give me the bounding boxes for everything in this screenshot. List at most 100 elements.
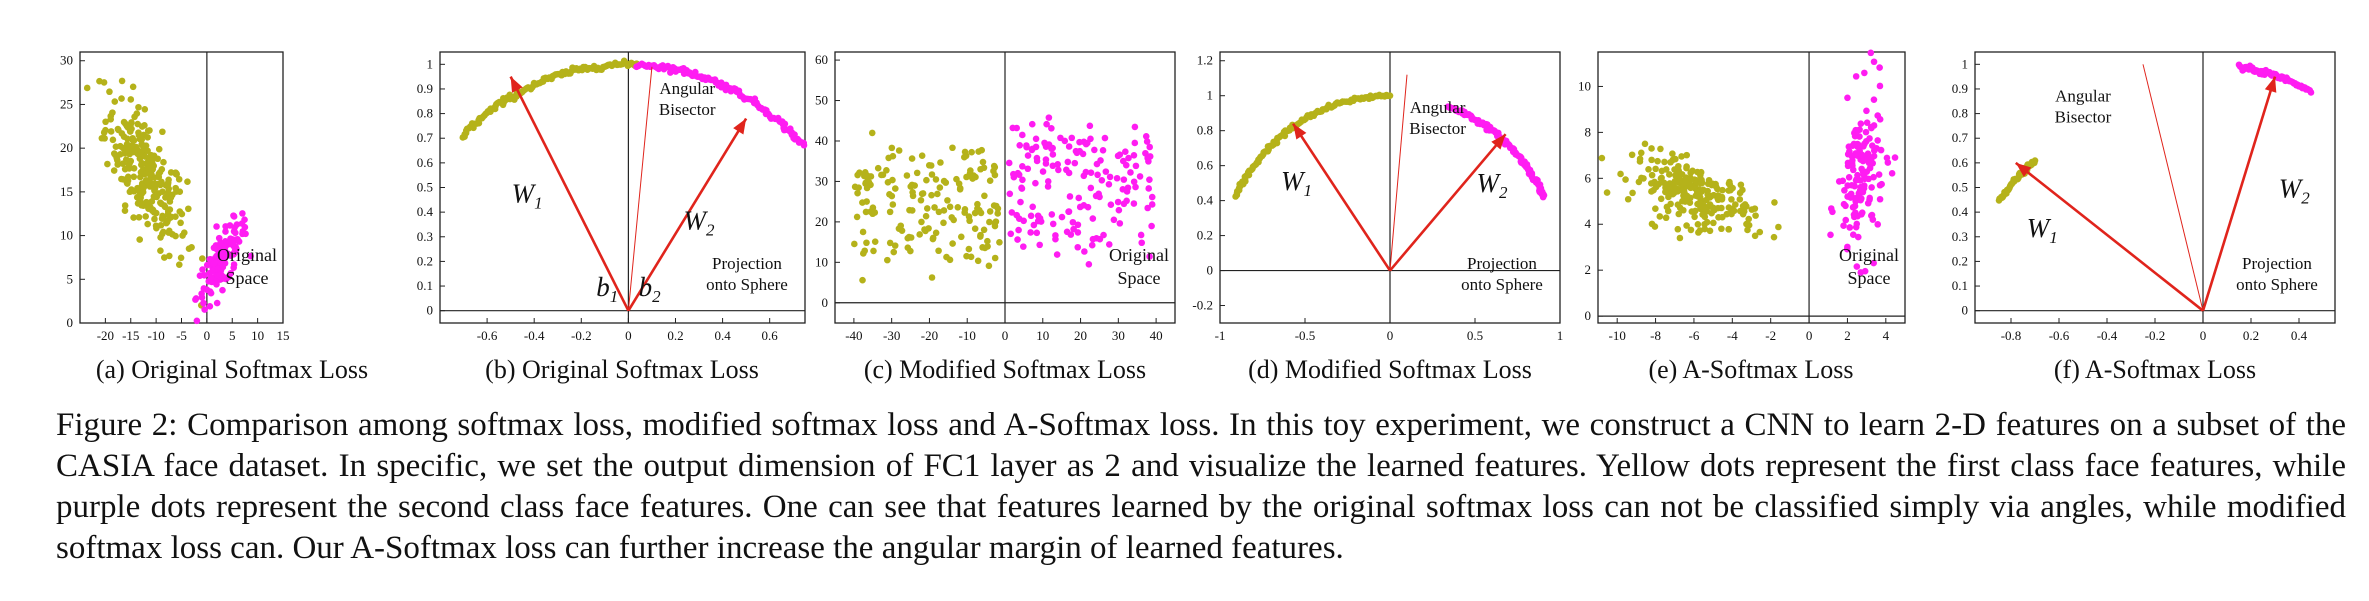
x-tick-label: -10 [959,328,976,343]
scatter-point [129,83,137,91]
scatter-point [164,216,172,224]
scatter-point [991,254,999,262]
scatter-point [1131,139,1139,147]
scatter-point [891,185,899,192]
scatter-point [104,160,111,168]
scatter-point [1665,193,1672,201]
scatter-point [1114,198,1122,206]
scatter-point [158,166,166,173]
scatter-point [1692,192,1700,200]
scatter-point [1675,178,1683,185]
scatter-point [1844,94,1851,102]
scatter-point [230,213,238,220]
scatter-point [1669,150,1676,157]
scatter-point [227,251,234,259]
scatter-point [1044,183,1052,190]
scatter-point [1844,162,1852,170]
scatter-point [1624,195,1632,203]
scatter-point [1130,152,1138,159]
vector-label-subscript: 1 [610,287,619,306]
scatter-point [965,245,973,253]
scatter-point [107,128,115,135]
scatter-point [1019,176,1026,184]
panel-f: -0.8 -0.6 -0.4 -0.2 0 0.2 0.4 0 0.1 0.2 0.3 0.4 0.5 0… [1952,51,2336,384]
scatter-point [107,112,115,120]
scatter-point [1096,193,1103,201]
annotation-onto-sphere: onto Sphere [2236,275,2318,294]
scatter-point [1657,145,1664,153]
scatter-point [913,169,921,177]
scatter-point [144,147,151,155]
scatter-point [159,228,167,236]
scatter-point [908,181,916,189]
scatter-point [232,229,239,237]
y-tick-label: 10 [1578,78,1591,93]
scatter-point [1651,223,1659,230]
y-tick-label: 0.3 [417,229,433,244]
scatter-point [145,157,153,164]
scatter-point [1870,259,1877,267]
scatter-point [1725,180,1733,187]
arrowhead [510,76,523,93]
scatter-point [965,172,973,180]
scatter-point [919,190,927,197]
x-tick-label: 0.4 [714,328,731,343]
scatter-point [1019,163,1026,170]
y-tick-label: 50 [815,93,828,108]
scatter-points [83,77,254,325]
y-tick-label: 30 [60,53,73,68]
scatter-point [101,135,108,142]
scatter-point [1093,160,1101,168]
scatter-point [1016,141,1024,149]
vector-label-W1: W1 [2027,213,2058,247]
scatter-point [918,218,925,226]
scatter-point [1018,184,1025,192]
scatter-point [1088,241,1096,249]
panel-c: -40 -30 -20 -10 0 10 20 30 40 0 10 20 30 40 50 60 (c) Mo… [815,51,1176,384]
scatter-point [869,210,876,218]
scatter-point [994,210,1002,217]
y-tick-label: 0.1 [1952,278,1968,293]
y-tick-label: 0 [822,295,829,310]
scatter-point [1637,149,1645,157]
scatter-point [1710,219,1717,227]
scatter-point [1866,154,1874,161]
scatter-point [1023,143,1030,151]
scatter-point [1876,195,1884,203]
y-tick-label: 0 [1207,263,1214,278]
scatter-point [1032,143,1040,151]
scatter-point [127,96,135,103]
scatter-point [888,144,896,152]
scatter-point [1667,158,1674,166]
scatter-point [1032,135,1040,143]
scatter-point [885,154,892,162]
scatter-point [1146,143,1154,151]
scatter-point [981,192,988,200]
scatter-point [1074,243,1082,251]
scatter-point [1875,171,1883,178]
scatter-point [957,233,965,241]
scatter-point [1852,197,1859,205]
scatter-point [1539,193,1547,201]
y-tick-label: 30 [815,173,828,188]
y-tick-label: 0.1 [417,278,433,293]
scatter-point [130,173,138,181]
scatter-point [1076,203,1084,211]
scatter-point [1065,208,1073,215]
scatter-point [917,196,925,204]
scatter-point [1027,229,1034,236]
scatter-point [1842,202,1849,210]
scatter-point [1839,177,1847,185]
scatter-point [1132,162,1140,170]
scatter-point [1656,213,1664,220]
y-tick-label: 0.5 [417,180,433,195]
scatter-point [888,192,896,200]
scatter-point [986,177,994,185]
scatter-point [1037,218,1045,225]
scatter-point [1861,140,1868,148]
scatter-point [220,246,227,253]
scatter-point [155,173,163,181]
scatter-point [201,306,208,313]
scatter-point [1661,158,1668,166]
vector-label-subscript: 2 [1499,183,1508,202]
